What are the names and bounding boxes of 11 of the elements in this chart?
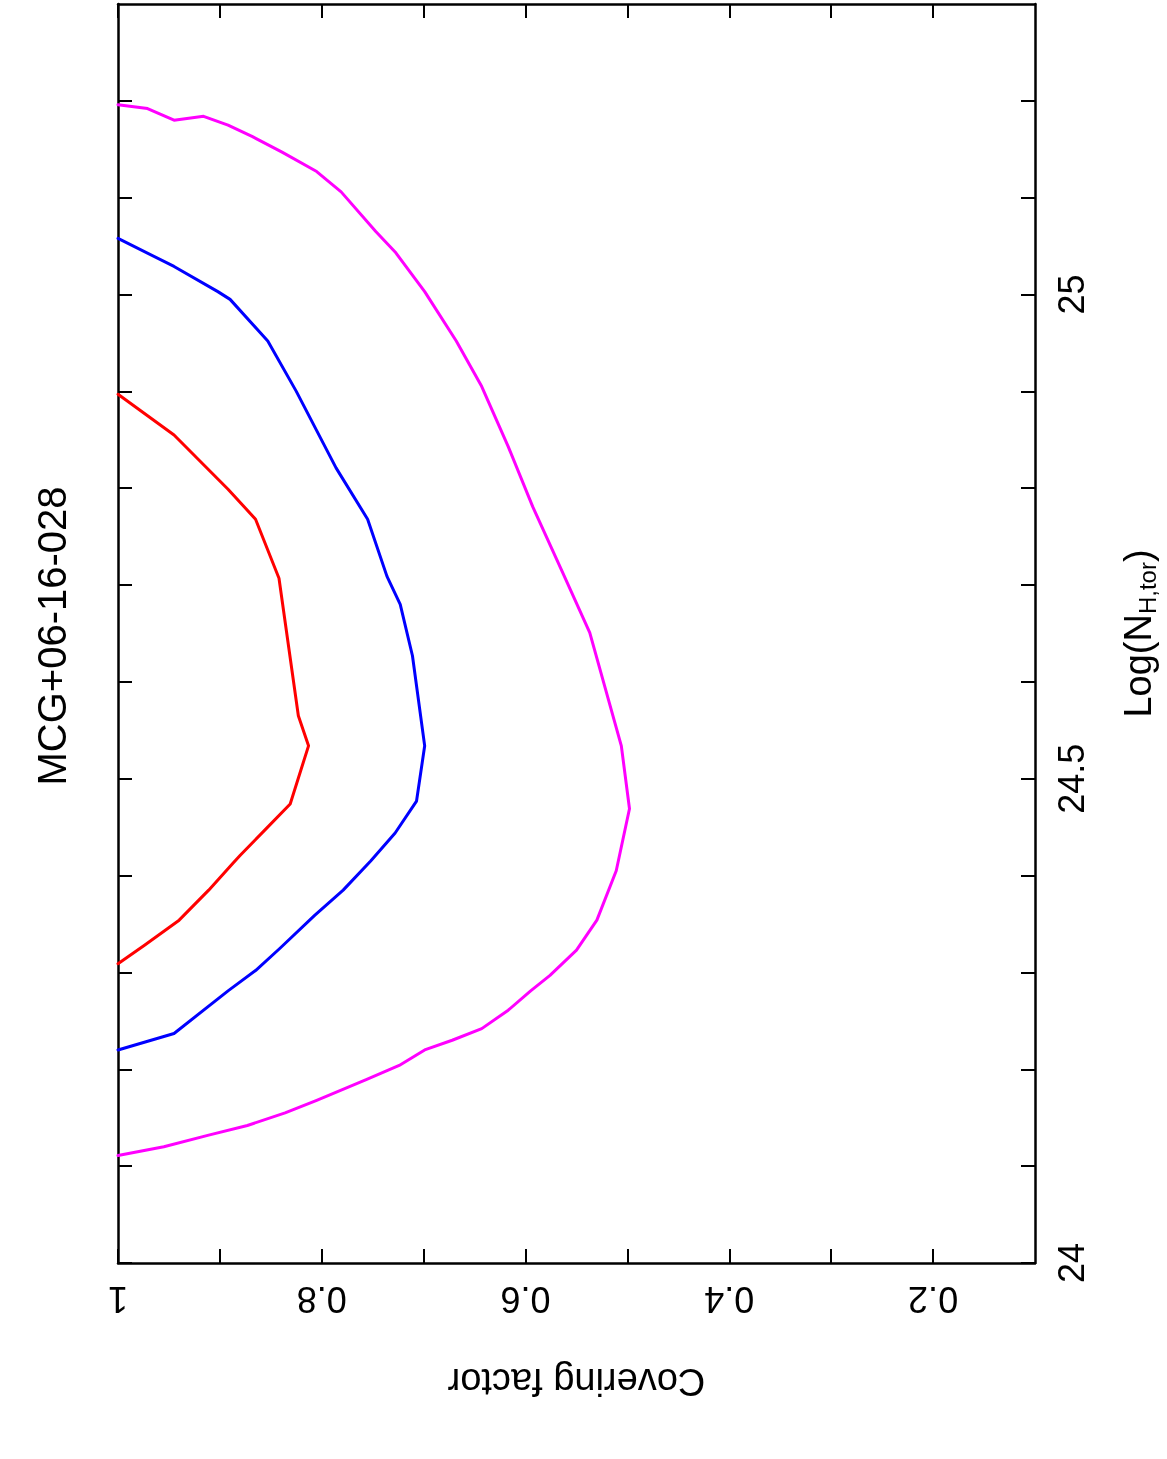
x-tick-label: 0.4 [704,1278,755,1320]
x-tick-label: 0.8 [296,1278,347,1320]
y-tick-label: 25 [1050,274,1092,315]
y-tick-label: 24.5 [1050,743,1092,814]
x-axis-title: Covering factor [447,1361,706,1403]
x-tick-label: 0.2 [908,1278,959,1320]
y-axis-title: Log(NH,tor) [1117,549,1161,718]
text: MCG+06-16-028 [30,486,74,786]
x-tick-label: 0.6 [500,1278,551,1320]
y-tick-label: 24 [1050,1242,1092,1284]
x-tick-label: 1 [107,1278,129,1320]
